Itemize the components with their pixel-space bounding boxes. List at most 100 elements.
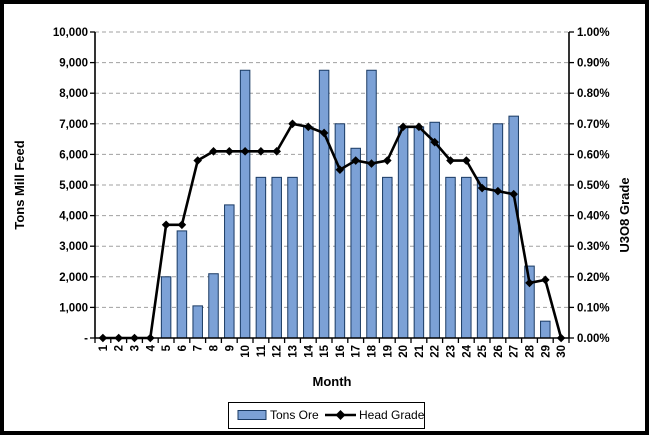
x-axis-tick-label: 11 (256, 344, 268, 357)
legend-label-head-grade: Head Grade (359, 408, 425, 422)
gridlines-group (95, 31, 569, 308)
line-series-group (98, 119, 566, 343)
left-axis-tick-label: 5,000 (59, 180, 88, 192)
right-axis-title: U3O8 Grade (617, 177, 632, 252)
bar-tons-ore (334, 123, 346, 339)
right-axis-tick-label: 1.00% (577, 27, 610, 39)
x-axis-tick-label: 6 (177, 345, 189, 351)
bar-tons-ore (255, 176, 267, 339)
diamond-marker-icon (414, 122, 424, 132)
bar-tons-ore (287, 176, 298, 339)
bar-tons-ore (208, 273, 219, 339)
x-axis-tick-label: 8 (209, 344, 221, 351)
x-axis-title: Month (313, 374, 352, 389)
bar-tons-ore (318, 69, 330, 339)
right-axis-tick-label: 0.30% (577, 241, 610, 253)
x-axis-tick-label: 14 (303, 344, 315, 357)
right-axis-tick-label: 0.50% (577, 180, 610, 192)
legend-label-tons-ore: Tons Ore (270, 408, 319, 422)
left-axis-tick-label: 1,000 (59, 302, 88, 314)
diamond-marker-icon (462, 156, 471, 165)
axes-group (90, 31, 574, 343)
x-axis-tick-label: 29 (540, 345, 552, 358)
right-axis-tick-label: 0.80% (577, 88, 610, 100)
x-axis-tick-label: 15 (319, 344, 331, 357)
left-axis-tick-label: 4,000 (59, 211, 88, 223)
legend: Tons Ore Head Grade (228, 402, 425, 429)
diamond-marker-icon (240, 147, 250, 156)
bar-tons-ore (350, 147, 361, 339)
diamond-marker-icon (367, 159, 376, 168)
tick-labels-group: - 0.00% 1,000 0.10% 2,000 0.20% 3,000 0.30% 4,00… (53, 27, 610, 358)
diamond-marker-icon (493, 186, 503, 196)
x-axis-tick-label: 10 (240, 345, 252, 358)
right-axis-tick-label: 0.00% (577, 333, 610, 345)
bar-tons-ore (176, 230, 188, 339)
left-axis-tick-label: 6,000 (59, 149, 88, 161)
x-axis-tick-label: 25 (477, 344, 489, 357)
legend-diamond-marker-icon (335, 410, 346, 420)
bar-tons-ore (366, 69, 377, 339)
left-axis-tick-label: 10,000 (53, 27, 88, 39)
right-axis-tick-label: 0.90% (577, 58, 610, 70)
bar-tons-ore (413, 126, 425, 339)
diamond-marker-icon (193, 156, 202, 165)
bar-tons-ore (429, 121, 440, 339)
diamond-marker-icon (225, 147, 234, 156)
diamond-marker-icon (272, 147, 281, 156)
diamond-marker-icon (430, 137, 439, 147)
left-axis-tick-label: 7,000 (59, 119, 88, 131)
legend-bar-swatch-icon (237, 410, 267, 420)
x-axis-tick-label: 30 (556, 345, 568, 358)
x-axis-tick-label: 28 (525, 344, 537, 357)
bar-tons-ore (508, 115, 519, 339)
diamond-marker-icon (177, 220, 187, 230)
x-axis-tick-label: 20 (398, 345, 410, 358)
diamond-marker-icon (335, 165, 345, 174)
x-axis-tick-label: 26 (493, 345, 505, 358)
x-axis-tick-label: 27 (509, 345, 521, 358)
x-axis-tick-label: 3 (130, 345, 142, 351)
bar-tons-ore (540, 320, 551, 339)
diamond-marker-icon (383, 156, 392, 165)
x-axis-tick-label: 4 (145, 344, 157, 351)
bar-tons-ore (445, 176, 456, 339)
diamond-marker-icon (525, 278, 534, 288)
bar-tons-ore (192, 305, 203, 339)
left-axis-tick-label: 8,000 (59, 88, 88, 100)
left-axis-tick-label: 3,000 (59, 241, 88, 253)
x-axis-tick-label: 9 (224, 345, 236, 351)
left-axis-tick-label: 9,000 (59, 58, 88, 70)
diamond-marker-icon (446, 156, 455, 165)
bar-tons-ore (303, 126, 314, 339)
left-axis-tick-label: 2,000 (59, 272, 88, 284)
right-axis-tick-label: 0.20% (577, 272, 610, 284)
x-axis-tick-label: 2 (114, 345, 126, 351)
diamond-marker-icon (351, 156, 360, 165)
x-axis-tick-label: 24 (461, 344, 473, 357)
diamond-marker-icon (541, 275, 550, 285)
right-axis-tick-label: 0.70% (577, 119, 610, 131)
diamond-marker-icon (319, 128, 329, 138)
x-axis-tick-label: 1 (98, 344, 110, 351)
x-axis-tick-label: 18 (367, 344, 379, 357)
x-axis-tick-label: 13 (288, 345, 300, 358)
diamond-marker-icon (209, 147, 218, 156)
left-axis-tick-label: - (84, 333, 88, 345)
bar-tons-ore (461, 176, 472, 339)
left-axis-title: Tons Mill Feed (12, 140, 27, 229)
x-axis-tick-label: 5 (161, 344, 173, 351)
x-axis-tick-label: 22 (430, 345, 442, 358)
x-axis-tick-label: 21 (414, 344, 426, 357)
bar-tons-ore (224, 204, 235, 339)
diamond-marker-icon (398, 122, 408, 132)
bar-tons-ore (382, 176, 393, 339)
right-axis-tick-label: 0.40% (577, 211, 610, 223)
x-axis-tick-label: 7 (193, 345, 205, 351)
x-axis-tick-label: 23 (446, 345, 458, 358)
bar-tons-ore (397, 126, 409, 339)
bar-tons-ore (160, 276, 172, 339)
diamond-marker-icon (288, 119, 297, 129)
